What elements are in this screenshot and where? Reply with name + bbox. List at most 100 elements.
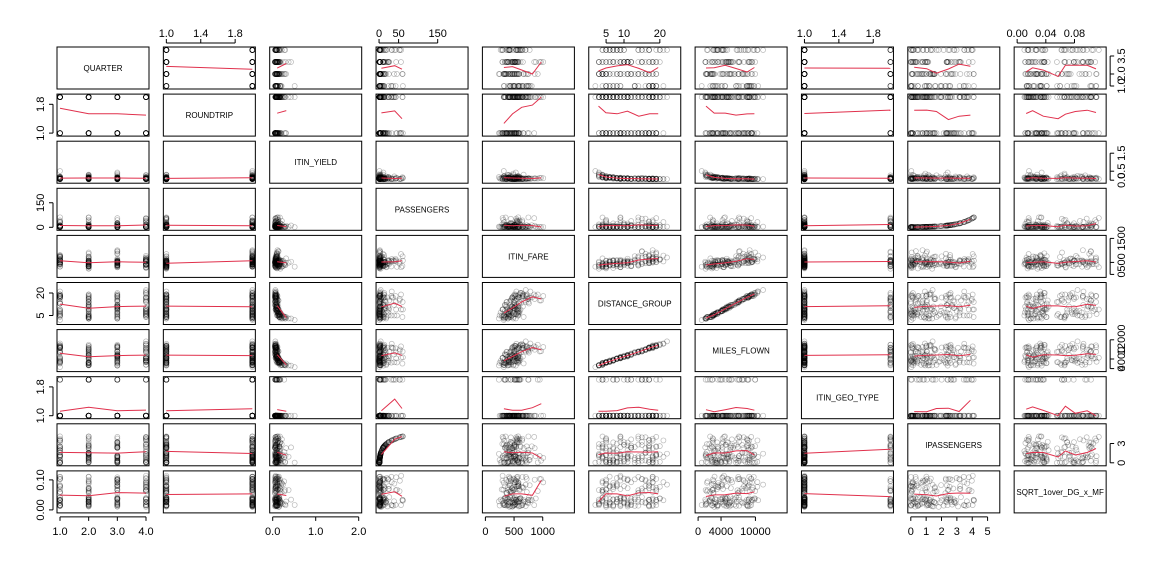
panel-frame [56, 46, 150, 90]
data-point [273, 59, 280, 65]
panel-frame [269, 46, 363, 90]
data-point [249, 83, 256, 89]
panel-PASSENGERS-vs-ITIN_YIELD [269, 187, 363, 231]
data-point [249, 59, 256, 65]
data-point [249, 59, 256, 65]
data-point [249, 59, 256, 65]
data-point [272, 59, 278, 65]
data-point [163, 59, 170, 65]
data-point [163, 59, 170, 65]
data-point [249, 47, 256, 53]
data-point [249, 47, 256, 53]
data-point [249, 83, 256, 89]
variable-label-ITIN_YIELD: ITIN_YIELD [294, 158, 337, 167]
panel-ROUNDTRIP-vs-SQRT_1over_DG_x_MF [1013, 93, 1107, 137]
data-point [249, 59, 256, 65]
panel-QUARTER-vs-lPASSENGERS [907, 46, 1001, 90]
data-point [249, 59, 256, 65]
data-point [249, 59, 256, 65]
data-point [249, 71, 256, 77]
data-point [274, 59, 280, 65]
data-point [163, 71, 170, 77]
smoother-line [381, 177, 403, 180]
data-point [163, 71, 170, 77]
data-point [249, 83, 256, 89]
panel-frame [375, 46, 469, 90]
data-point [163, 83, 170, 89]
data-point [163, 47, 170, 53]
data-point [163, 47, 170, 53]
data-point [249, 83, 256, 89]
data-point [274, 71, 280, 77]
panel-frame [375, 93, 469, 137]
panel-frame [481, 93, 575, 137]
data-point [249, 71, 256, 77]
data-point [163, 47, 170, 53]
data-point [163, 71, 170, 77]
smoother-line [1026, 177, 1097, 179]
data-point [272, 83, 279, 89]
panel-ROUNDTRIP-vs-lPASSENGERS [907, 93, 1001, 137]
data-point [249, 71, 256, 77]
data-point [249, 59, 256, 65]
panel-PASSENGERS-vs-DISTANCE_GROUP [588, 187, 682, 231]
panel-frame [481, 46, 575, 90]
data-point [163, 59, 170, 65]
data-point [249, 47, 256, 53]
data-point [163, 59, 170, 65]
data-point [163, 83, 170, 89]
panel-ITIN_YIELD-vs-ITIN_FARE [481, 140, 575, 184]
data-point [249, 83, 256, 89]
data-point [163, 71, 170, 77]
data-point [163, 59, 170, 65]
smoother-line [503, 177, 542, 180]
data-point [276, 71, 283, 77]
data-point [163, 47, 170, 53]
data-point [276, 71, 282, 77]
data-point [249, 59, 256, 65]
data-point [249, 71, 256, 77]
data-point [163, 59, 170, 65]
data-point [277, 59, 284, 65]
data-point [249, 59, 256, 65]
data-point [272, 83, 278, 89]
data-point [249, 83, 256, 89]
data-point [249, 59, 256, 65]
panel-QUARTER-vs-ITIN_GEO_TYPE [800, 46, 894, 90]
data-point [282, 59, 289, 65]
data-point [272, 47, 279, 53]
data-point [249, 47, 256, 53]
data-point [163, 47, 170, 53]
panel-ITIN_YIELD-vs-MILES_FLOWN [694, 140, 788, 184]
panel-ROUNDTRIP-vs-ITIN_YIELD [269, 93, 363, 137]
data-point [272, 47, 279, 53]
data-point [249, 59, 256, 65]
panel-QUARTER-vs-SQRT_1over_DG_x_MF [1013, 46, 1107, 90]
panel-frame [269, 93, 363, 137]
data-point [163, 83, 170, 89]
data-point [249, 83, 256, 89]
data-point [163, 71, 170, 77]
panel-QUARTER-vs-MILES_FLOWN [694, 46, 788, 90]
data-point [249, 59, 256, 65]
data-point [163, 47, 170, 53]
panel-ITIN_YIELD-vs-DISTANCE_GROUP [588, 140, 682, 184]
data-point [163, 71, 170, 77]
data-point [275, 83, 281, 89]
data-point [249, 83, 256, 89]
data-point [249, 71, 256, 77]
data-point [163, 47, 170, 53]
data-point [163, 47, 170, 53]
data-point [163, 47, 170, 53]
data-point [163, 71, 170, 77]
data-point [163, 59, 170, 65]
data-point [249, 83, 256, 89]
data-point [249, 47, 256, 53]
data-point [163, 47, 170, 53]
panel-ITIN_YIELD-vs-SQRT_1over_DG_x_MF [1013, 140, 1107, 184]
panel-frame [800, 93, 894, 137]
panel-frame [162, 140, 256, 184]
data-point [163, 71, 170, 77]
data-point [249, 59, 256, 65]
variable-label-PASSENGERS: PASSENGERS [395, 205, 450, 214]
